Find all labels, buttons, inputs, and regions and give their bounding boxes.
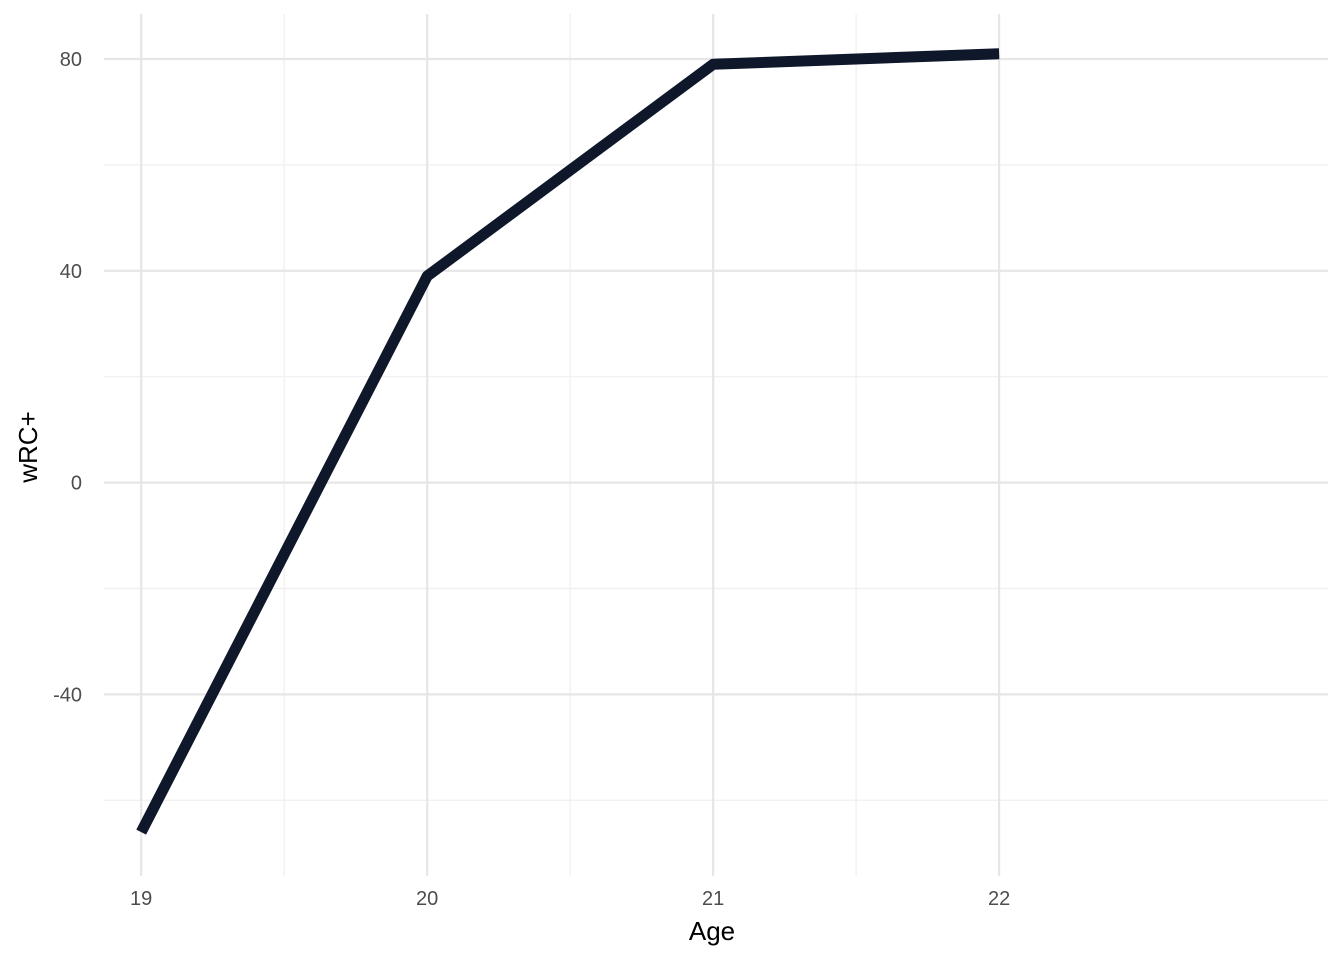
x-axis-title: Age [689,916,735,946]
x-tick-label: 22 [988,888,1010,910]
x-tick-label: 21 [702,888,724,910]
y-tick-labels: -40 0 40 80 [53,49,82,706]
x-tick-label: 20 [416,888,438,910]
y-tick-label: 40 [60,261,82,283]
series-layer [136,48,1000,835]
series-line [136,48,1000,835]
y-tick-label: 80 [60,49,82,71]
x-tick-labels: 19 20 21 22 [130,888,1010,910]
y-axis-title: wRC+ [13,411,43,484]
x-tick-label: 19 [130,888,152,910]
gridlines [104,14,1328,876]
y-tick-label: 0 [71,473,82,495]
y-tick-label: -40 [53,684,82,706]
